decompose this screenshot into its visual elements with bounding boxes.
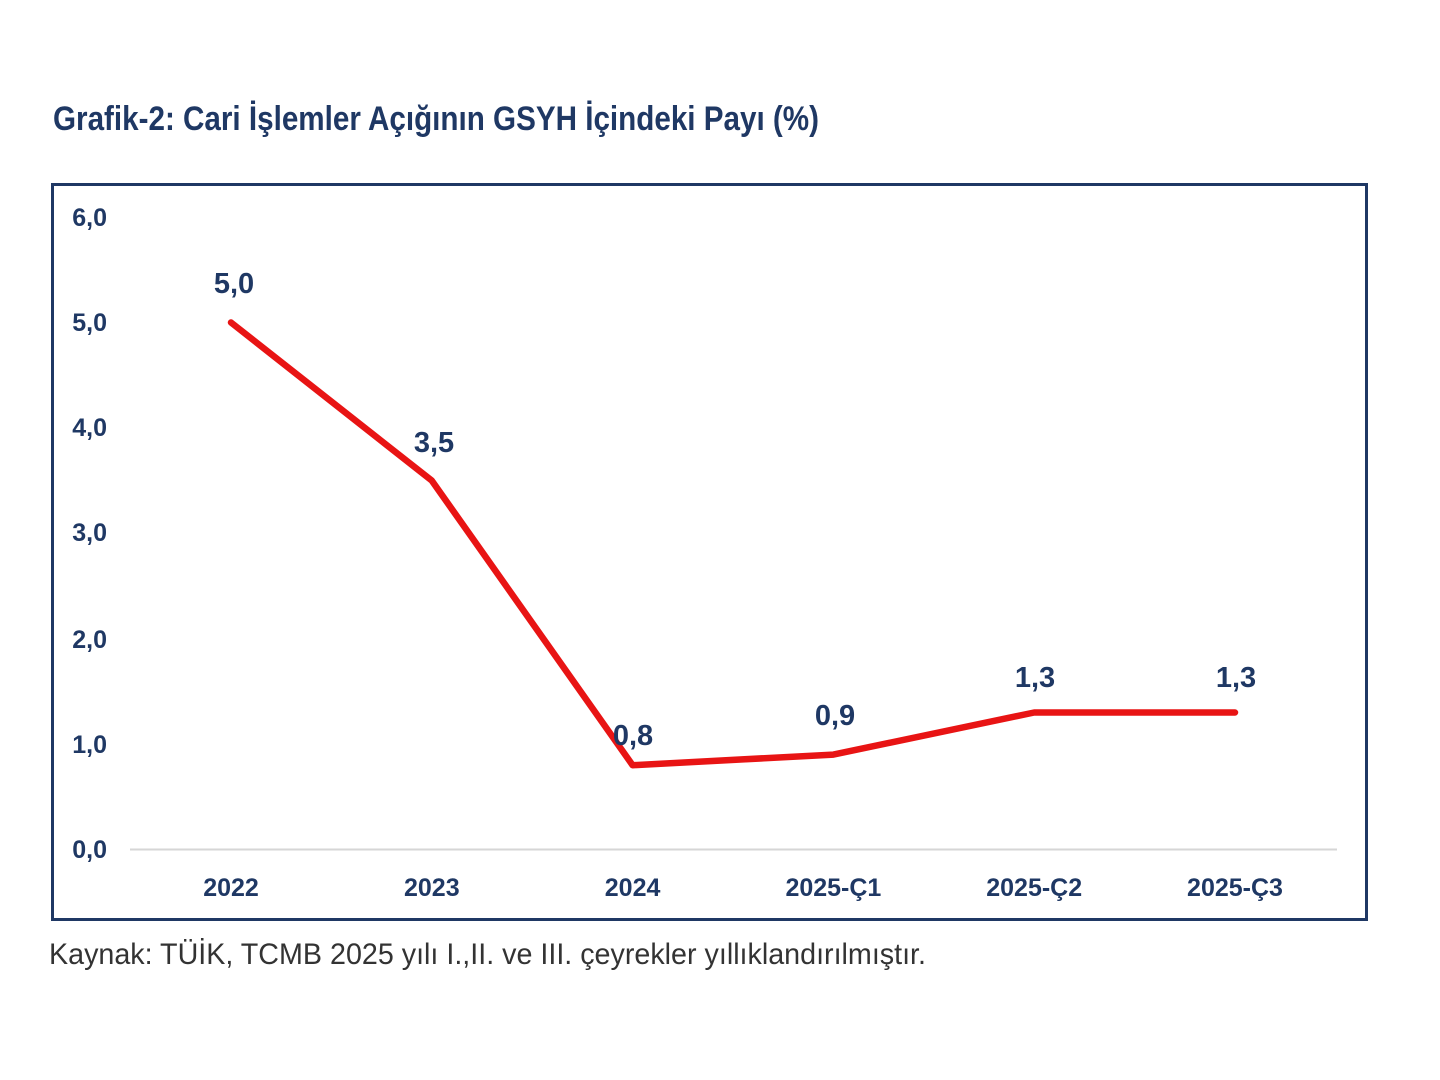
svg-text:2,0: 2,0	[72, 626, 107, 654]
svg-text:1,0: 1,0	[72, 731, 107, 759]
svg-text:0,8: 0,8	[613, 720, 653, 752]
svg-text:3,5: 3,5	[414, 427, 454, 459]
svg-text:2023: 2023	[404, 874, 460, 902]
svg-text:2022: 2022	[203, 874, 259, 902]
svg-text:5,0: 5,0	[72, 309, 107, 337]
svg-text:2025-Ç3: 2025-Ç3	[1187, 874, 1283, 902]
svg-text:0,0: 0,0	[72, 836, 107, 864]
svg-text:Grafik-2: Cari İşlemler Açığın: Grafik-2: Cari İşlemler Açığının GSYH İç…	[53, 100, 819, 138]
svg-text:4,0: 4,0	[72, 414, 107, 442]
svg-text:3,0: 3,0	[72, 519, 107, 547]
svg-text:5,0: 5,0	[214, 268, 254, 300]
svg-text:1,3: 1,3	[1216, 662, 1256, 694]
svg-text:2025-Ç2: 2025-Ç2	[986, 874, 1082, 902]
svg-text:6,0: 6,0	[72, 204, 107, 232]
svg-text:Kaynak: TÜİK, TCMB 2025 yılı I: Kaynak: TÜİK, TCMB 2025 yılı I.,II. ve I…	[49, 938, 926, 971]
svg-text:2025-Ç1: 2025-Ç1	[785, 874, 881, 902]
svg-text:1,3: 1,3	[1015, 662, 1055, 694]
svg-text:0,9: 0,9	[815, 700, 855, 732]
svg-text:2024: 2024	[605, 874, 661, 902]
